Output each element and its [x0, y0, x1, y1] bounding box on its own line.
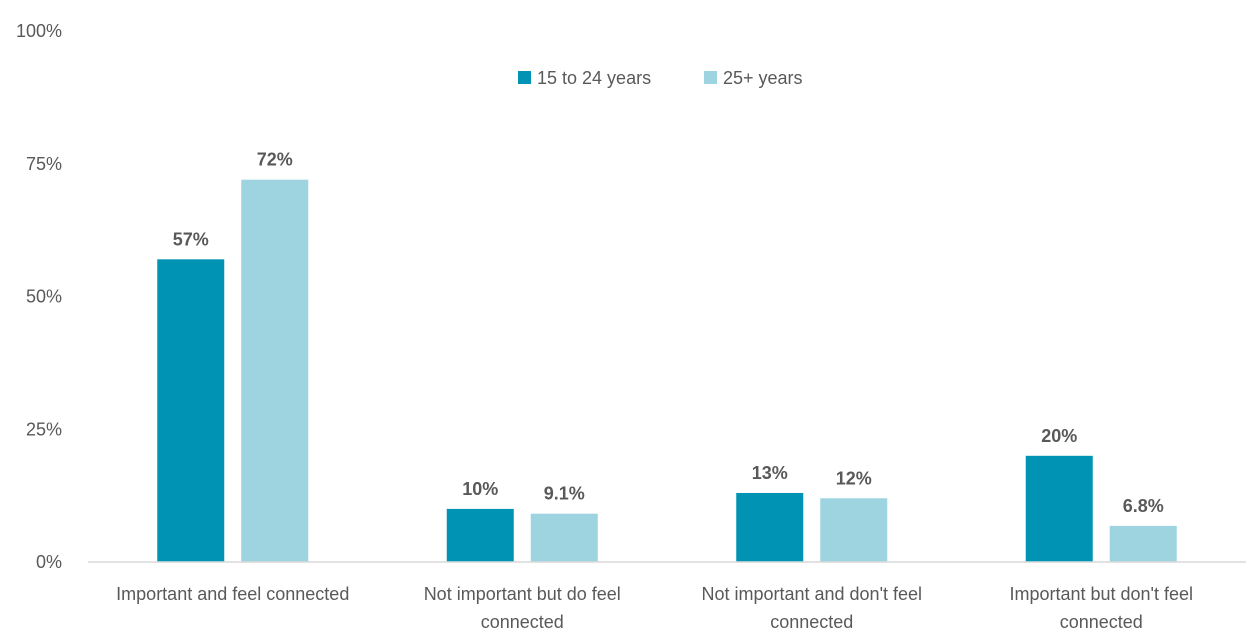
x-category-label: connected: [770, 612, 853, 630]
y-tick-label: 100%: [16, 21, 62, 41]
data-label: 6.8%: [1123, 496, 1164, 516]
y-tick-label: 0%: [36, 552, 62, 572]
bar: [1109, 525, 1177, 562]
x-category-label: Important and feel connected: [116, 584, 349, 604]
data-label: 72%: [257, 150, 293, 170]
bar: [530, 513, 598, 562]
y-tick-label: 50%: [26, 287, 62, 307]
x-category-label: Not important but do feel: [424, 584, 621, 604]
y-axis: 0% 25% 50% 75% 100%: [16, 21, 62, 572]
data-label: 10%: [462, 479, 498, 499]
y-tick-label: 25%: [26, 419, 62, 439]
x-category-label: Important but don't feel: [1009, 584, 1193, 604]
bar: [736, 492, 804, 562]
bar: [1025, 455, 1093, 562]
bar: [241, 179, 309, 562]
legend-swatch: [704, 71, 717, 84]
data-label: 9.1%: [544, 484, 585, 504]
data-label: 12%: [836, 468, 872, 488]
x-category-label: connected: [481, 612, 564, 630]
bars: [157, 179, 1177, 562]
x-axis: Important and feel connected Not importan…: [88, 561, 1246, 630]
x-category-label: connected: [1060, 612, 1143, 630]
x-category-label: Not important and don't feel: [701, 584, 922, 604]
data-label: 13%: [752, 463, 788, 483]
legend-label: 25+ years: [723, 68, 803, 88]
data-label: 20%: [1041, 426, 1077, 446]
legend-label: 15 to 24 years: [537, 68, 651, 88]
legend: 15 to 24 years 25+ years: [518, 68, 803, 88]
data-labels: 57% 72% 10% 9.1% 13% 12% 20% 6.8%: [173, 150, 1164, 516]
bar: [446, 508, 514, 562]
legend-swatch: [518, 71, 531, 84]
bar: [820, 498, 888, 562]
y-tick-label: 75%: [26, 154, 62, 174]
data-label: 57%: [173, 229, 209, 249]
bar: [157, 259, 225, 562]
